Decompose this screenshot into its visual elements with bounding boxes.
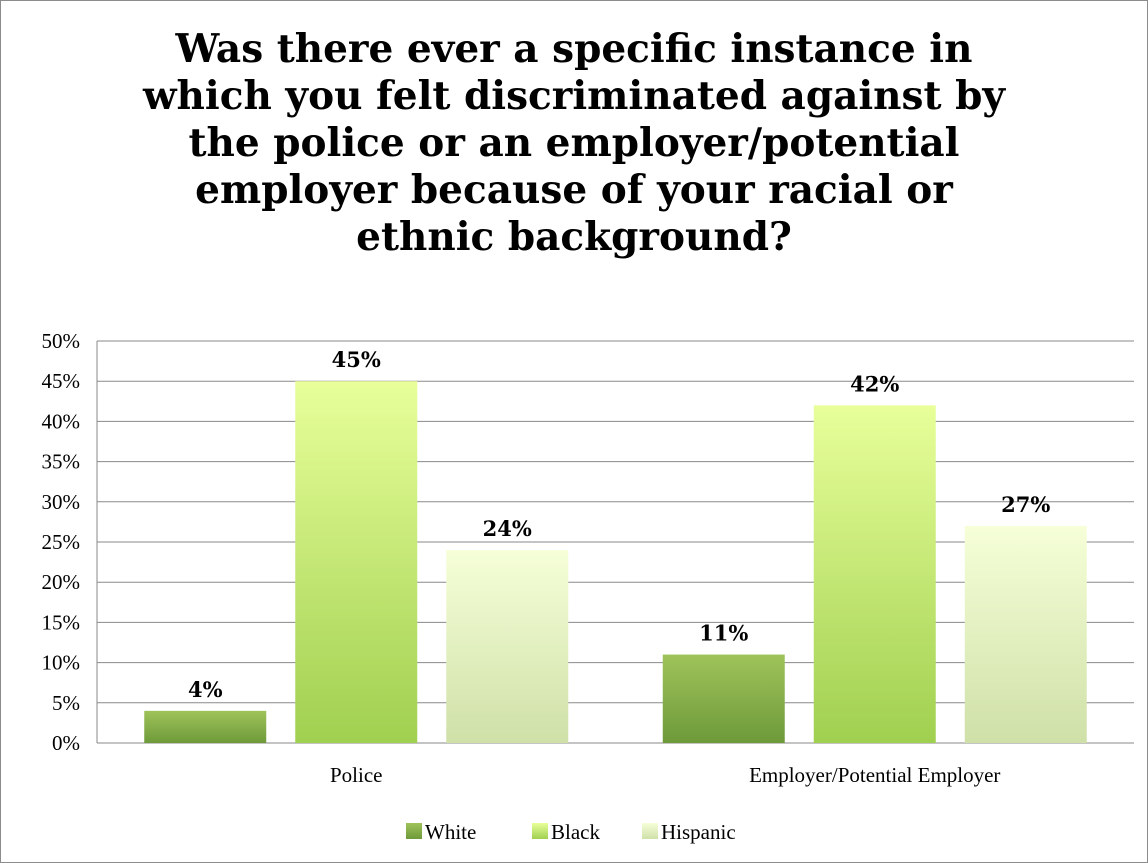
- bar-hispanic-police: [446, 550, 569, 743]
- legend-label-white: White: [425, 820, 476, 844]
- legend-label-hispanic: Hispanic: [661, 820, 736, 844]
- y-tick-label: 45%: [42, 369, 81, 393]
- legend-swatch-black: [532, 823, 548, 839]
- data-label: 42%: [850, 371, 899, 396]
- y-tick-label: 40%: [42, 409, 81, 433]
- y-tick-label: 50%: [42, 329, 81, 353]
- bar-black-employer-potential-employer: [813, 405, 936, 743]
- legend-label-black: Black: [551, 820, 600, 844]
- data-label: 27%: [1001, 492, 1050, 517]
- y-tick-label: 20%: [42, 570, 81, 594]
- chart-title: Was there ever a specific instance in wh…: [142, 26, 1006, 260]
- y-tick-label: 30%: [42, 490, 81, 514]
- bar-black-police: [295, 381, 418, 743]
- category-label: Employer/Potential Employer: [749, 763, 1000, 787]
- y-tick-label: 0%: [52, 731, 80, 755]
- data-label: 24%: [483, 516, 532, 541]
- legend-swatch-white: [406, 823, 422, 839]
- data-label: 11%: [699, 621, 748, 646]
- data-label: 4%: [188, 677, 223, 702]
- bar-hispanic-employer-potential-employer: [964, 525, 1087, 743]
- legend-swatch-hispanic: [642, 823, 658, 839]
- bar-white-employer-potential-employer: [662, 654, 785, 743]
- y-tick-label: 35%: [42, 450, 81, 474]
- y-tick-label: 10%: [42, 651, 81, 675]
- data-label: 45%: [332, 347, 381, 372]
- bar-white-police: [144, 710, 267, 743]
- category-label: Police: [330, 763, 383, 787]
- legend: White Black Hispanic: [406, 820, 736, 844]
- y-tick-label: 25%: [42, 530, 81, 554]
- y-tick-label: 5%: [52, 691, 80, 715]
- y-tick-label: 15%: [42, 610, 81, 634]
